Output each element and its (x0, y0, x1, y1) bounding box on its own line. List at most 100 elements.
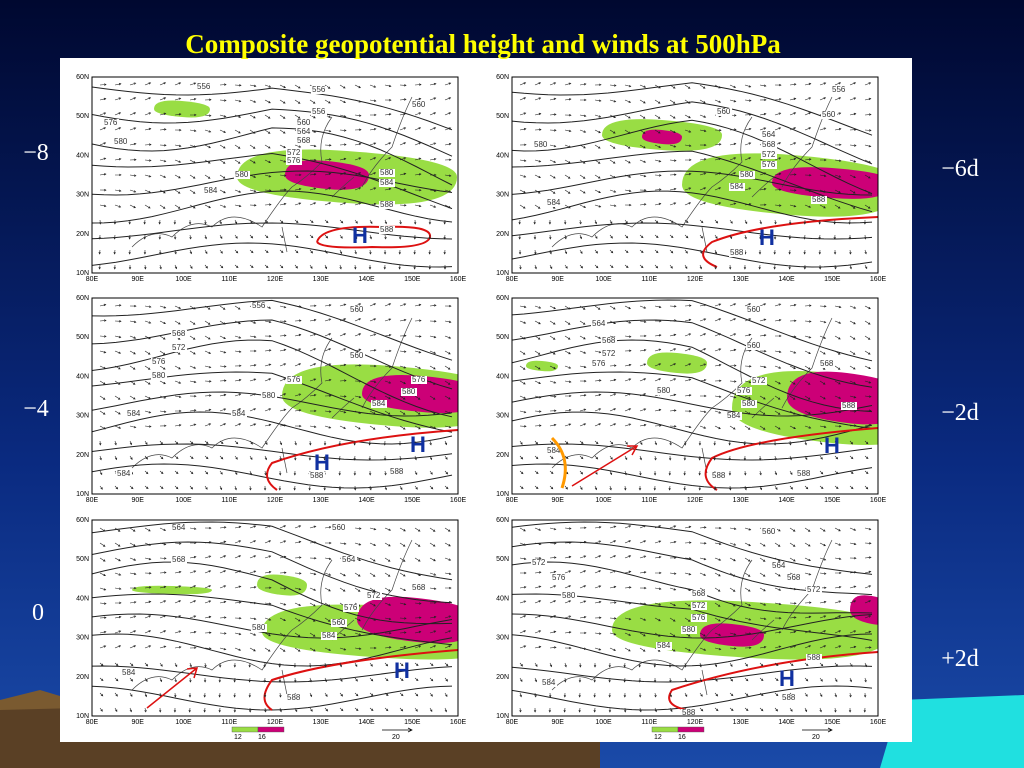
lat-label: 10N (76, 713, 89, 720)
lat-label: 50N (496, 113, 509, 120)
wind-vector (669, 234, 674, 239)
wind-vector (789, 440, 792, 446)
wind-vector (594, 632, 602, 635)
wind-vector (699, 84, 706, 89)
wind-vector (99, 410, 106, 415)
wind-vector (399, 602, 407, 606)
wind-vector (354, 249, 357, 255)
wind-vector (114, 455, 118, 461)
wind-vector (414, 303, 422, 307)
wind-vector (204, 455, 209, 460)
wind-vector (669, 572, 677, 575)
wind-vector (384, 318, 392, 322)
wind-vector (564, 305, 571, 310)
wind-vector (638, 677, 642, 683)
wind-vector (189, 470, 194, 475)
trough-mark (550, 436, 567, 489)
wind-vector (249, 470, 252, 476)
wind-vector (383, 455, 387, 461)
contour-label-bg (343, 604, 359, 612)
row-label: −2d (941, 400, 979, 426)
wind-vector (774, 303, 782, 307)
wind-vector (369, 142, 377, 146)
wind-vector (609, 570, 617, 574)
wind-vector (263, 662, 266, 668)
wind-vector (384, 707, 389, 712)
wind-vector (518, 249, 522, 255)
contour-label: 556 (312, 107, 326, 116)
wind-vector (189, 646, 197, 650)
contour-label-bg (331, 619, 347, 627)
lat-label: 40N (496, 152, 509, 159)
wind-vector (624, 485, 627, 491)
wind-vector (414, 365, 421, 369)
wind-vector (383, 440, 387, 446)
wind-vector (144, 662, 149, 667)
lon-label: 130E (313, 719, 330, 726)
wind-vector (369, 128, 377, 131)
height-contour (512, 443, 873, 461)
lon-label: 110E (641, 719, 657, 726)
wind-vector (669, 393, 677, 397)
wind-vector (849, 82, 857, 86)
wind-vector (789, 189, 797, 192)
contour-label: 560 (822, 110, 836, 119)
height-contour (92, 86, 453, 131)
wind-vector (444, 204, 451, 209)
wind-vector (774, 204, 782, 207)
wind-vector (549, 662, 553, 668)
wind-vector (398, 234, 402, 240)
wind-vector (714, 602, 721, 607)
wind-vector (189, 129, 197, 132)
wind-vector (354, 202, 362, 206)
wind-vector (624, 305, 631, 310)
wind-vector (129, 630, 137, 634)
wind-vector (339, 348, 347, 352)
wind-vector (144, 189, 151, 193)
wind-vector (204, 440, 209, 445)
wind-vector (250, 601, 257, 605)
wind-vector (99, 587, 107, 591)
wind-vector (714, 187, 722, 191)
wind-vector (99, 425, 106, 430)
wind-vector (369, 380, 377, 384)
wind-vector (609, 378, 617, 382)
wind-vector (699, 99, 706, 104)
wind-vector (399, 410, 406, 415)
wind-vector (819, 320, 827, 324)
wind-vector (414, 142, 422, 146)
contour-label: 568 (692, 589, 706, 598)
wind-shade-magenta (700, 623, 764, 647)
wind-vector (219, 249, 223, 254)
wind-vector (654, 334, 662, 337)
wind-vector (819, 380, 826, 385)
wind-vector (189, 527, 197, 530)
wind-vector (144, 320, 152, 324)
wind-vector (654, 219, 659, 224)
wind-vector (714, 587, 721, 592)
wind-vector (639, 555, 647, 559)
lon-label: 100E (595, 276, 612, 283)
wind-vector (534, 585, 542, 589)
wind-vector (219, 174, 226, 179)
wind-vector (699, 264, 702, 270)
wind-vector (864, 350, 871, 355)
wind-vector (174, 585, 182, 589)
contour-label: 576 (552, 573, 566, 582)
wind-vector (519, 645, 527, 649)
lon-label: 110E (641, 497, 657, 504)
wind-vector (774, 219, 777, 225)
wind-vector (774, 677, 779, 682)
wind-vector (669, 219, 674, 224)
wind-vector (849, 410, 857, 413)
wind-vector (520, 571, 527, 575)
wind-vector (204, 380, 212, 383)
wind-vector (414, 616, 422, 619)
wind-vector (609, 525, 617, 529)
wind-vector (684, 144, 692, 147)
wind-vector (804, 127, 812, 131)
wind-vector (294, 409, 302, 412)
wind-vector (759, 203, 767, 207)
contour-label-bg (601, 337, 617, 345)
